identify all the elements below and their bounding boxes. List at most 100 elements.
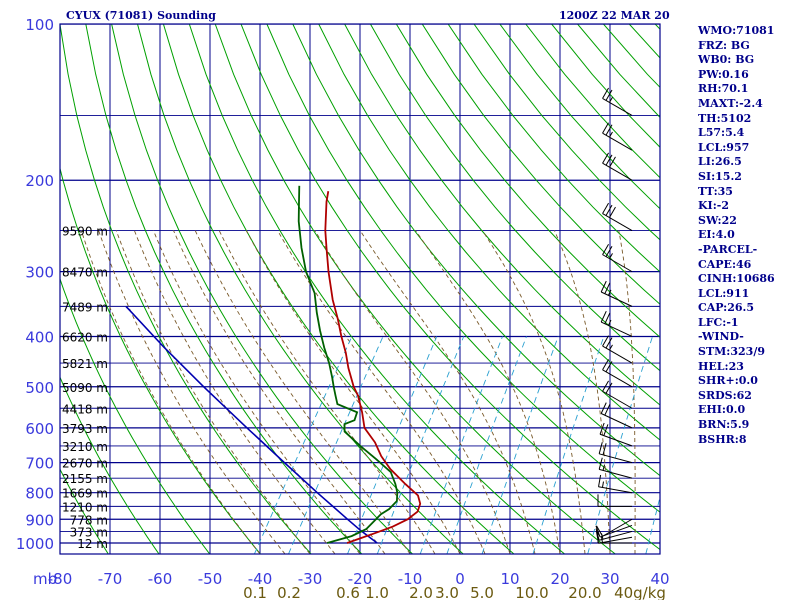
dry-adiabat	[60, 166, 261, 554]
stat-line: MAXT:-2.4	[698, 96, 763, 110]
wind-barb-flag	[602, 359, 609, 371]
dry-adiabat	[111, 24, 413, 554]
wind-barb-staff	[602, 518, 633, 537]
temperature-tick-label: -70	[98, 570, 123, 588]
wind-barbs	[595, 87, 633, 544]
stat-line: SRDS:62	[698, 388, 752, 402]
mixing-ratio-line	[419, 336, 503, 554]
wind-barb	[597, 494, 632, 507]
height-label: 1210 m	[62, 500, 108, 514]
wind-barb-half-flag	[607, 289, 612, 296]
wind-barb	[602, 380, 633, 409]
temperature-tick-label: 30	[600, 570, 619, 588]
temperature-tick-label: -50	[198, 570, 223, 588]
height-label: 9590 m	[62, 225, 108, 239]
wind-barb-flag	[609, 156, 616, 168]
wind-barb-staff	[598, 536, 633, 544]
mixing-ratio-line	[253, 336, 353, 554]
wind-barb-staff	[600, 321, 633, 337]
station-title: CYUX (71081) Sounding	[66, 9, 216, 22]
stat-line: EHI:0.0	[698, 403, 746, 417]
stat-line: WB0: BG	[698, 53, 755, 67]
temperature-tick-label: -10	[398, 570, 423, 588]
dry-adiabat	[137, 24, 464, 554]
wind-barb-staff	[602, 213, 633, 231]
wind-barb-flag	[603, 424, 609, 436]
height-label: 5821 m	[62, 357, 108, 371]
wind-barb-flag	[605, 361, 613, 373]
pressure-tick-label: 500	[25, 379, 54, 397]
height-label: 3793 m	[62, 422, 108, 436]
pressure-unit-label: mb	[33, 570, 57, 588]
wind-barb	[598, 474, 633, 494]
wind-barb-flag	[605, 89, 613, 101]
pressure-tick-label: 800	[25, 485, 54, 503]
height-labels: 9590 m 8470 m 7489 m 6620 m 5821 m 5090 m 4418…	[62, 225, 108, 551]
wind-barb-flag	[602, 335, 609, 347]
stat-line: CAP:26.5	[698, 301, 755, 315]
mixing-ratio-line	[376, 336, 465, 554]
wind-barb-staff	[602, 162, 633, 181]
stat-line: L57:5.4	[698, 126, 745, 140]
wind-barb	[596, 518, 633, 537]
dry-adiabat	[240, 24, 660, 551]
wind-barb-flag	[605, 204, 613, 216]
stat-line: WMO:71081	[698, 24, 775, 37]
wind-barb-half-flag	[601, 481, 604, 488]
pressure-temperature-grid	[60, 24, 660, 554]
dry-adiabat	[447, 24, 660, 273]
stat-line: LFC:-1	[698, 315, 739, 329]
height-label: 5090 m	[62, 381, 108, 395]
wind-barb-staff	[602, 254, 633, 273]
stat-line: RH:70.1	[698, 82, 749, 96]
wind-barb-staff	[599, 433, 633, 447]
wind-barb-half-flag	[602, 464, 606, 471]
wind-barb-staff	[600, 291, 633, 307]
dry-adiabat	[369, 24, 660, 372]
moist-adiabat	[618, 230, 636, 554]
mixing-ratio-line	[446, 336, 527, 554]
stat-line: -PARCEL-	[698, 242, 758, 256]
stat-line: LI:26.5	[698, 155, 742, 169]
wind-barb-staff	[602, 390, 633, 409]
parcel-path-line	[125, 305, 378, 544]
moist-adiabat	[218, 230, 436, 554]
mixing-ratio-label: 0.6	[336, 584, 360, 600]
wind-barb-half-flag	[609, 96, 613, 103]
mixing-ratio-label: 10.0	[515, 584, 548, 600]
wind-barb-flag	[605, 382, 613, 394]
stat-line: PW:0.16	[698, 67, 749, 81]
wind-barb-half-flag	[609, 253, 613, 259]
stat-line: TH:5102	[698, 111, 752, 125]
moist-adiabat	[482, 230, 586, 554]
height-label: 4418 m	[62, 402, 108, 416]
wind-barb-half-flag	[609, 344, 613, 351]
stat-line: BSHR:8	[698, 432, 747, 446]
profiles	[125, 185, 422, 544]
mixing-ratio-label: 20.0	[568, 584, 601, 600]
pressure-tick-label: 1000	[16, 535, 54, 553]
wind-barb-flag	[605, 154, 613, 166]
wind-barb-flag	[602, 122, 609, 134]
stat-line: STM:323/9	[698, 345, 765, 359]
stat-line: SW:22	[698, 213, 737, 227]
stat-line: FRZ: BG	[698, 38, 750, 52]
wind-barb-staff	[599, 468, 633, 479]
mixing-ratio-label: 0.2	[277, 584, 301, 600]
height-label: 3210 m	[62, 440, 108, 454]
wind-barb-half-flag	[609, 131, 613, 138]
height-label: 6620 m	[62, 330, 108, 344]
mixing-ratio-label: 5.0	[470, 584, 494, 600]
dry-adiabat	[292, 24, 660, 477]
wind-barb-flag	[604, 404, 611, 416]
wind-barb-flag	[605, 245, 613, 257]
pressure-tick-label: 100	[25, 16, 54, 34]
mixing-ratio-label: 3.0	[435, 584, 459, 600]
wind-barb-staff	[602, 132, 633, 151]
wind-barb-flag	[598, 442, 603, 454]
dry-adiabat	[421, 24, 660, 305]
wind-barb-staff	[598, 486, 633, 494]
temperature-tick-label: -60	[148, 570, 173, 588]
wind-barb-flag	[605, 337, 613, 349]
stat-line: HEL:23	[698, 359, 744, 373]
